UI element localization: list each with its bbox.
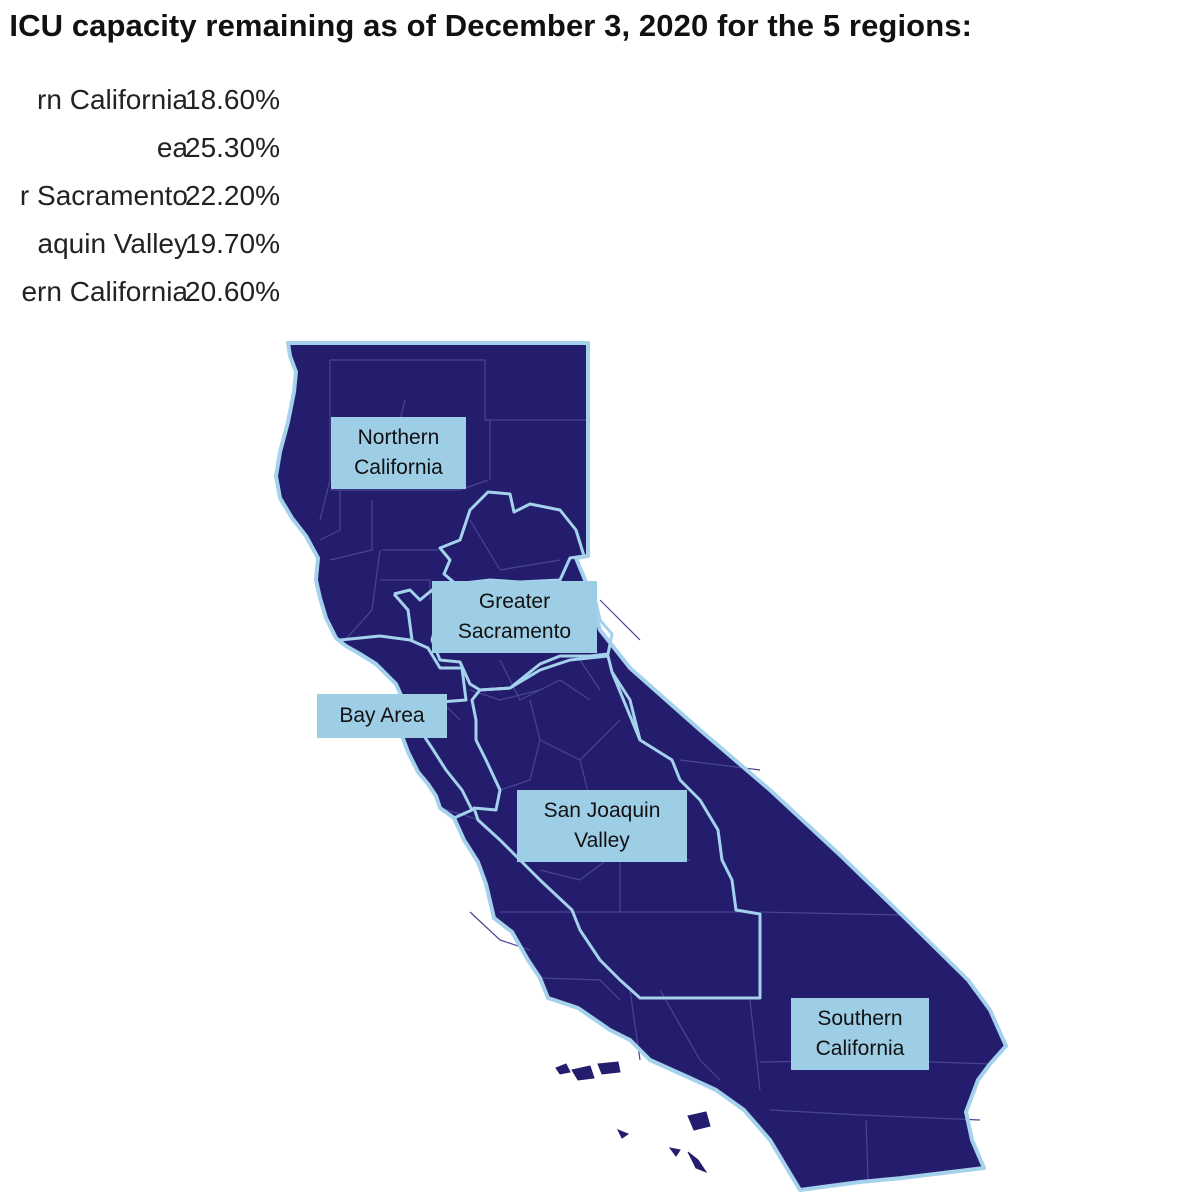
channel-island bbox=[687, 1111, 711, 1131]
region-row-bay-area: ea 25.30% bbox=[0, 124, 308, 172]
page-title: l ICU capacity remaining as of December … bbox=[0, 8, 972, 43]
channel-island bbox=[555, 1063, 571, 1075]
map-label-text: San Joaquin Valley bbox=[543, 799, 661, 852]
map-label-text: Greater Sacramento bbox=[457, 590, 572, 643]
region-name: aquin Valley bbox=[37, 228, 188, 259]
map-label-southern-california: Southern California bbox=[791, 998, 929, 1070]
map-label-text: Bay Area bbox=[339, 704, 425, 727]
map-label-text: Southern California bbox=[815, 1007, 905, 1060]
region-row-san-joaquin-valley: aquin Valley 19.70% bbox=[0, 220, 308, 268]
channel-island bbox=[668, 1147, 681, 1157]
region-capacity-value: 25.30% bbox=[185, 132, 280, 163]
state-border bbox=[274, 341, 1008, 1192]
region-row-southern-california: ern California 20.60% bbox=[0, 268, 308, 316]
channel-island bbox=[571, 1065, 595, 1081]
map-label-northern-california: Northern California bbox=[331, 417, 466, 489]
map-label-greater-sacramento: Greater Sacramento bbox=[432, 581, 597, 653]
map-label-text: Northern California bbox=[354, 426, 443, 479]
region-name: ea bbox=[156, 132, 188, 163]
california-state-shape bbox=[276, 343, 1006, 1190]
map-label-bay-area: Bay Area bbox=[317, 694, 447, 738]
region-row-northern-california: rn California 18.60% bbox=[0, 76, 308, 124]
region-row-greater-sacramento: r Sacramento 22.20% bbox=[0, 172, 308, 220]
channel-island bbox=[616, 1129, 630, 1139]
region-capacity-table: rn California 18.60% ea 25.30% r Sacrame… bbox=[0, 76, 308, 316]
region-name: r Sacramento bbox=[19, 180, 188, 211]
region-capacity-value: 19.70% bbox=[185, 228, 280, 259]
county-boundaries bbox=[319, 359, 991, 1181]
map-label-san-joaquin-valley: San Joaquin Valley bbox=[517, 790, 687, 862]
region-name: ern California bbox=[21, 276, 188, 307]
region-capacity-value: 20.60% bbox=[185, 276, 280, 307]
region-name: rn California bbox=[37, 84, 188, 115]
region-capacity-value: 22.20% bbox=[185, 180, 280, 211]
region-capacity-value: 18.60% bbox=[185, 84, 280, 115]
san-joaquin-boundary bbox=[470, 654, 762, 1000]
channel-island bbox=[687, 1151, 708, 1174]
channel-island bbox=[597, 1061, 621, 1075]
